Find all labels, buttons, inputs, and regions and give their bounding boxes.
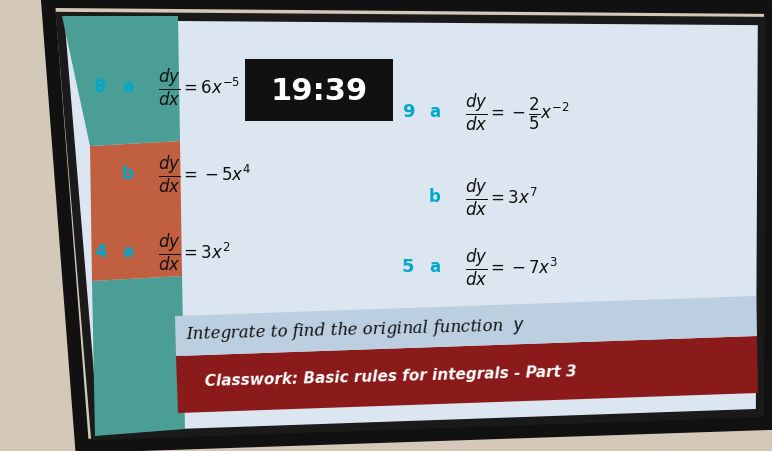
Text: 19:39: 19:39 bbox=[270, 76, 367, 105]
Text: Classwork: Basic rules for integrals - Part 3: Classwork: Basic rules for integrals - P… bbox=[205, 364, 577, 388]
Text: 9: 9 bbox=[401, 103, 415, 121]
Text: 8: 8 bbox=[93, 78, 107, 96]
Text: $\dfrac{dy}{dx} = -7x^3$: $\dfrac{dy}{dx} = -7x^3$ bbox=[465, 246, 558, 287]
Text: $\dfrac{dy}{dx} = -\dfrac{2}{5}x^{-2}$: $\dfrac{dy}{dx} = -\dfrac{2}{5}x^{-2}$ bbox=[465, 91, 570, 132]
Text: Integrate to find the original function  $y$: Integrate to find the original function … bbox=[185, 314, 525, 344]
Text: $\dfrac{dy}{dx} = 6x^{-5}$: $\dfrac{dy}{dx} = 6x^{-5}$ bbox=[158, 66, 240, 107]
Polygon shape bbox=[62, 17, 180, 147]
Polygon shape bbox=[176, 336, 758, 413]
Text: 5: 5 bbox=[401, 258, 415, 276]
Text: a: a bbox=[123, 78, 134, 96]
Polygon shape bbox=[60, 17, 762, 436]
Polygon shape bbox=[175, 296, 757, 356]
Polygon shape bbox=[90, 142, 182, 281]
Polygon shape bbox=[92, 276, 185, 436]
Text: $\dfrac{dy}{dx} = 3x^7$: $\dfrac{dy}{dx} = 3x^7$ bbox=[465, 176, 537, 217]
Bar bbox=[245, 60, 393, 122]
Text: $\dfrac{dy}{dx} = 3x^2$: $\dfrac{dy}{dx} = 3x^2$ bbox=[158, 231, 230, 272]
Text: b: b bbox=[122, 165, 134, 183]
Text: b: b bbox=[429, 188, 441, 206]
Text: 4: 4 bbox=[93, 243, 107, 260]
Text: a: a bbox=[429, 258, 441, 276]
Text: $\dfrac{dy}{dx} = -5x^4$: $\dfrac{dy}{dx} = -5x^4$ bbox=[158, 153, 251, 194]
Text: a: a bbox=[123, 243, 134, 260]
Text: a: a bbox=[429, 103, 441, 121]
